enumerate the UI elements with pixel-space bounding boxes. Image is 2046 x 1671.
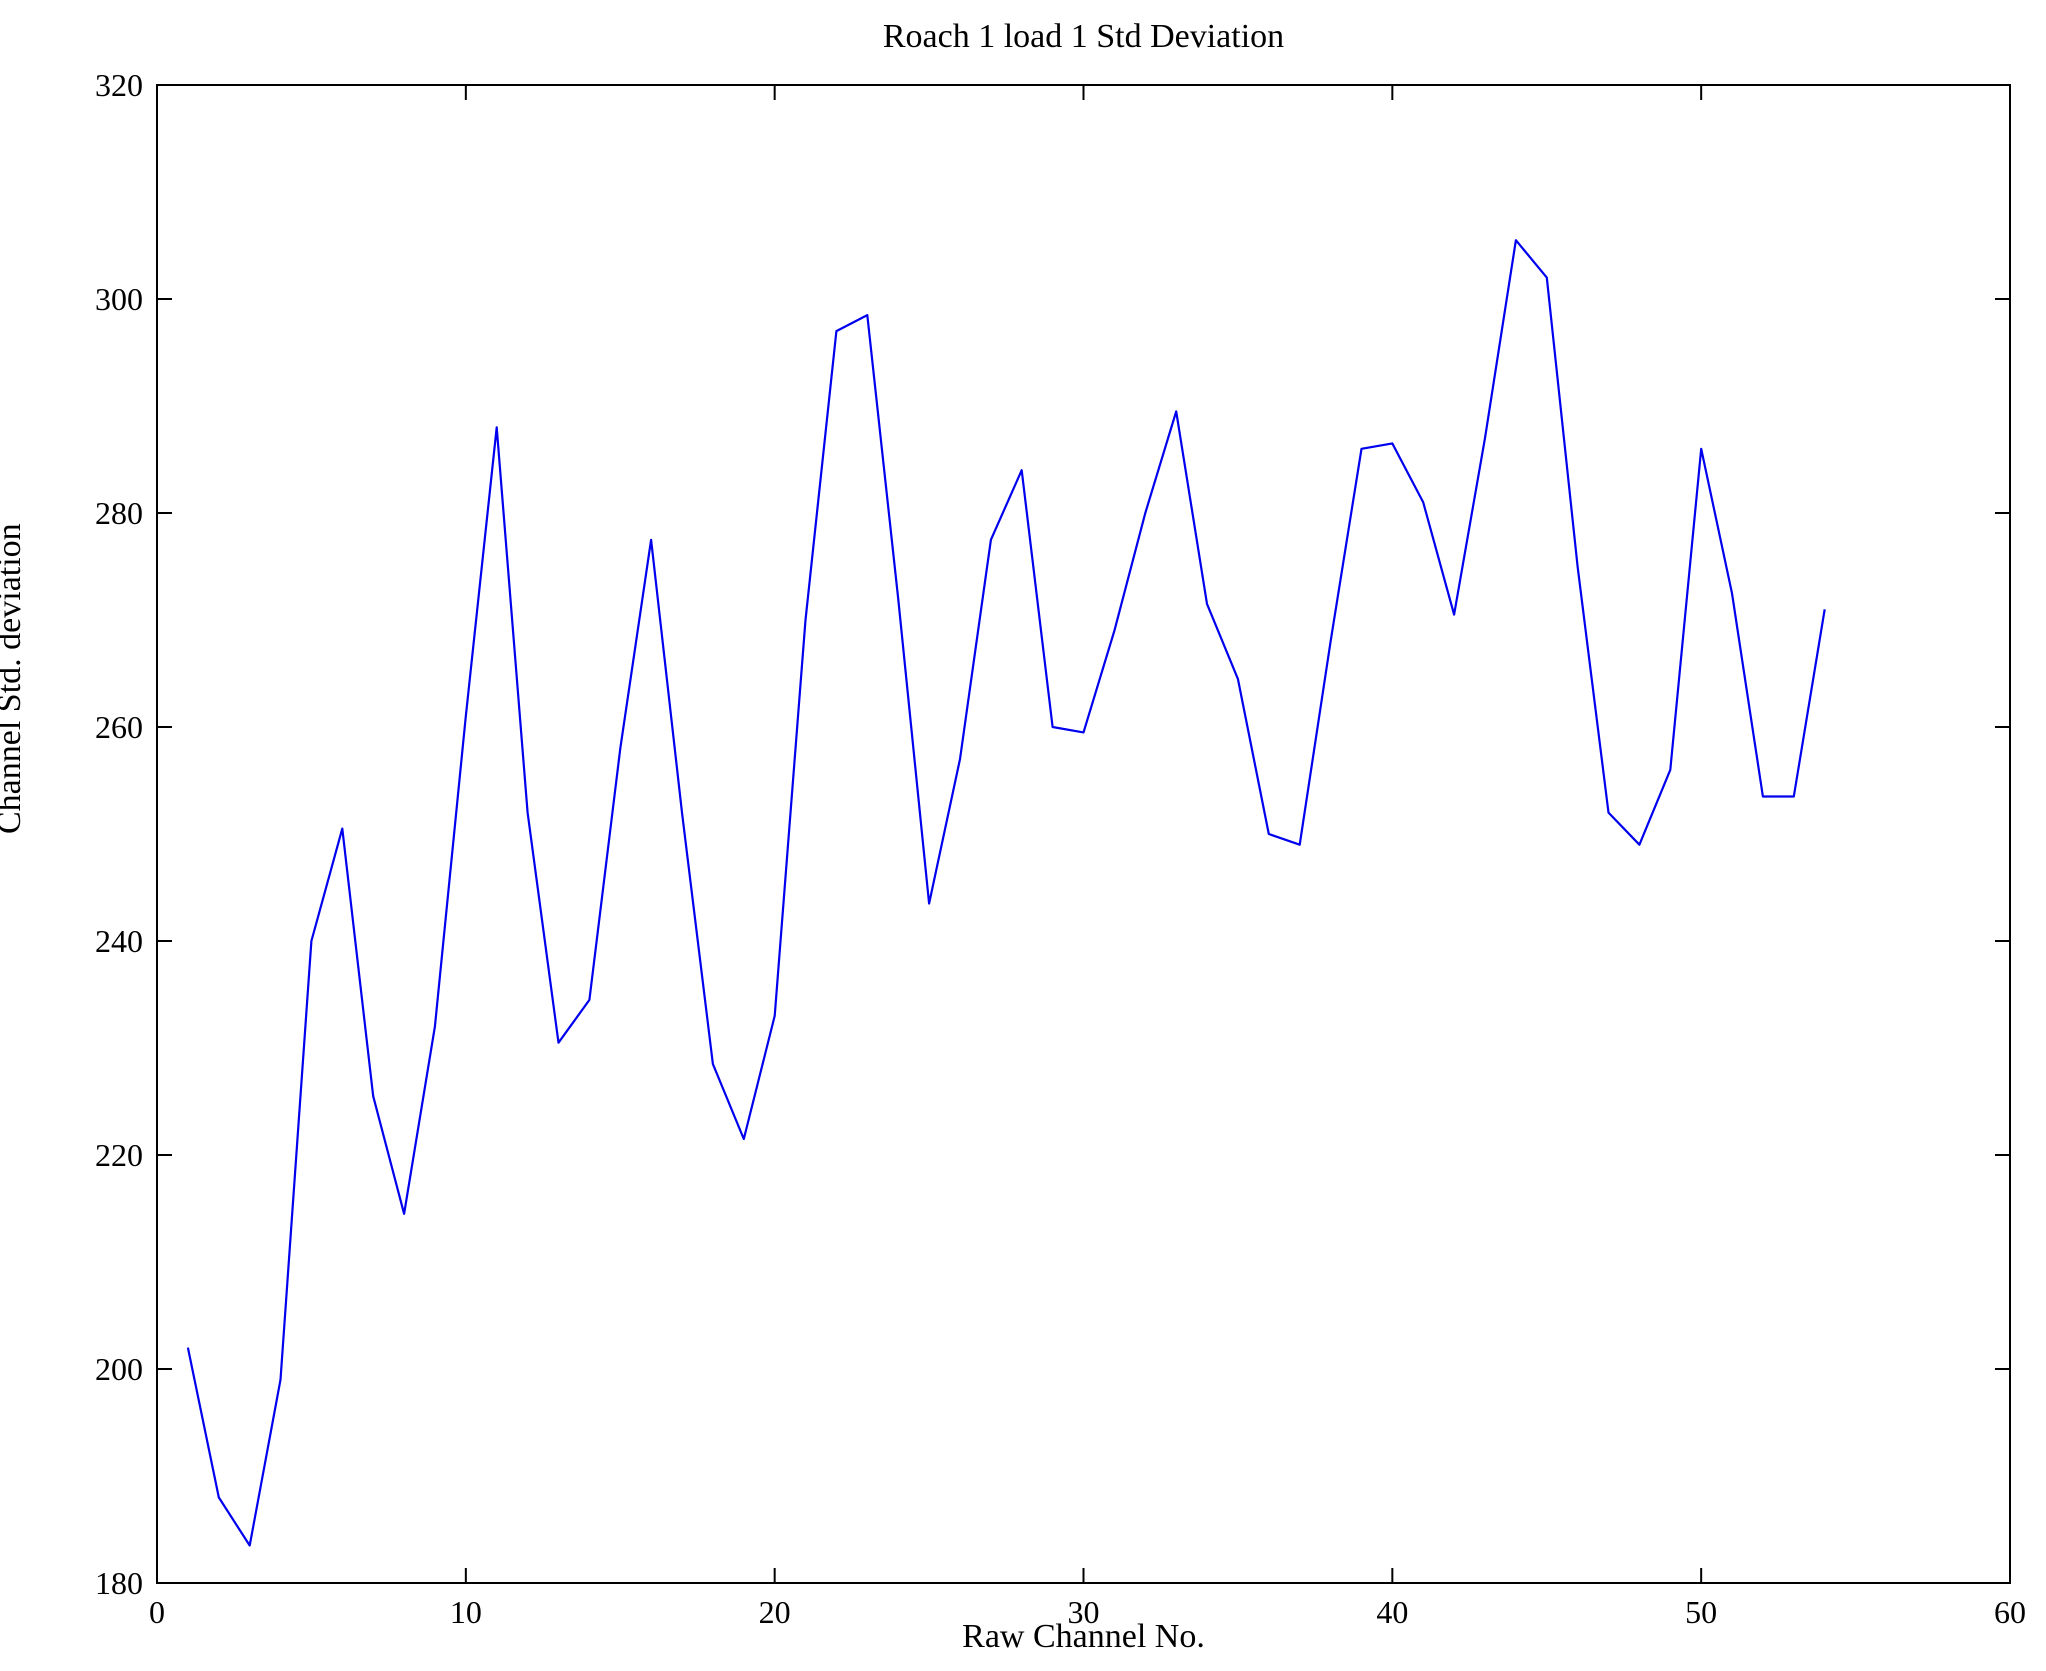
x-tick-label: 60: [1994, 1594, 2026, 1630]
x-axis-label: Raw Channel No.: [962, 1618, 1205, 1655]
y-tick-label: 260: [95, 709, 143, 745]
x-tick-label: 50: [1685, 1594, 1717, 1630]
y-tick-label: 300: [95, 281, 143, 317]
x-tick-label: 0: [149, 1594, 165, 1630]
chart-title: Roach 1 load 1 Std Deviation: [882, 18, 1285, 55]
y-tick-label: 220: [95, 1137, 143, 1173]
x-tick-label: 20: [759, 1594, 791, 1630]
y-tick-label: 240: [95, 923, 143, 959]
y-tick-label: 180: [95, 1565, 143, 1601]
y-tick-label: 280: [95, 495, 143, 531]
x-tick-label: 10: [450, 1594, 482, 1630]
x-tick-label: 40: [1376, 1594, 1408, 1630]
y-tick-label: 320: [95, 67, 143, 103]
axes-frame: [156, 84, 2011, 1584]
data-line: [186, 239, 1826, 1547]
x-tick-label: 30: [1068, 1594, 1100, 1630]
y-tick-label: 200: [95, 1351, 143, 1387]
